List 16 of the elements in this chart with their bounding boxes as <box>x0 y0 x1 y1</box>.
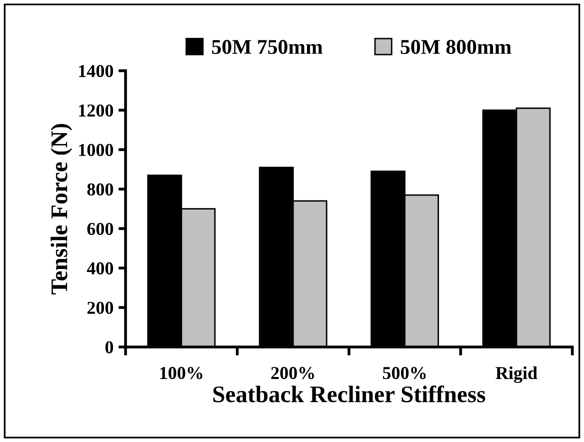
legend-label: 50M 800mm <box>400 40 512 54</box>
y-tick-label: 0 <box>105 341 114 354</box>
y-tick-label: 800 <box>87 183 114 196</box>
y-tick-label: 400 <box>86 262 114 274</box>
x-axis-title: Seatback Recliner Stiffness <box>213 385 486 402</box>
y-tick-label: 1000 <box>79 144 114 156</box>
y-axis-title: Tensile Force (N) <box>50 124 72 294</box>
y-tick-label: 200 <box>87 302 114 314</box>
y-tick-label: 1400 <box>79 64 114 78</box>
x-tick-label: 200% <box>271 366 314 380</box>
y-tick-label: 1200 <box>79 104 114 117</box>
x-tick-label: Rigid <box>496 366 538 383</box>
x-tick-label: 100% <box>160 366 202 380</box>
x-tick-label: 500% <box>382 366 426 380</box>
legend-label: 50M 750mm <box>212 40 323 54</box>
y-tick-label: 600 <box>87 222 114 236</box>
